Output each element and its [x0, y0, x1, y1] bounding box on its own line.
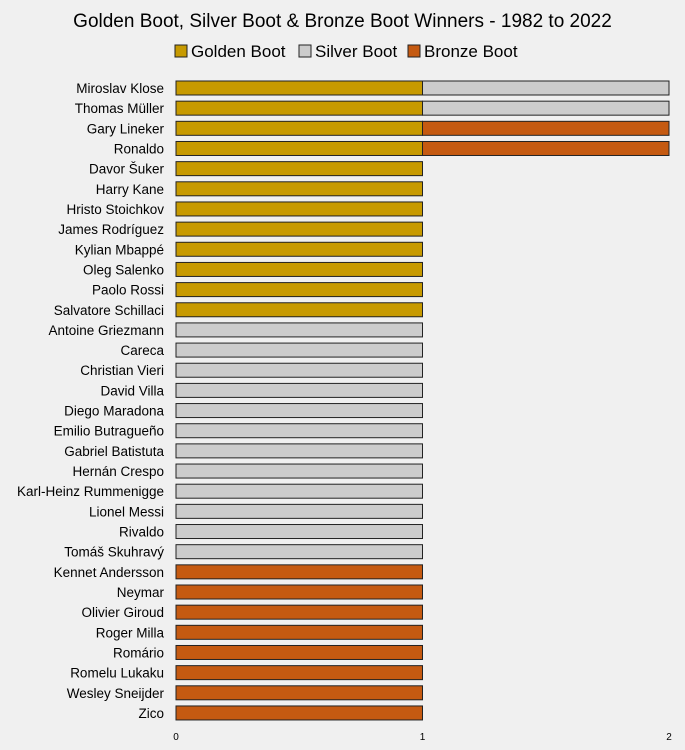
bar-silver-boot-rivaldo: [175, 524, 423, 540]
bar-silver-boot-david-villa: [175, 382, 423, 398]
bar-golden-boot-harry-kane: [175, 181, 423, 197]
bar-golden-boot-james-rodriguez: [175, 221, 423, 237]
category-label: Romelu Lukaku: [70, 666, 164, 681]
category-label: Romário: [113, 645, 164, 660]
legend-swatch-silver-boot: [298, 44, 312, 58]
bar-bronze-boot-wesley-sneijder: [175, 685, 423, 701]
category-label: Ronaldo: [114, 141, 164, 156]
bar-silver-boot-lionel-messi: [175, 503, 423, 519]
bars: [175, 80, 670, 721]
category-label: Tomáš Skuhravý: [64, 545, 164, 560]
category-label: Rivaldo: [119, 525, 164, 540]
x-axis: 0 1 2: [173, 732, 672, 743]
category-label: Emilio Butragueño: [54, 424, 164, 439]
category-label: Hristo Stoichkov: [66, 202, 164, 217]
bar-silver-boot-careca: [175, 342, 423, 358]
category-label: Miroslav Klose: [76, 81, 164, 96]
legend-label-bronze-boot: Bronze Boot: [424, 42, 518, 61]
category-label: Thomas Müller: [75, 101, 165, 116]
bar-silver-boot-emilio-butragueno: [175, 423, 423, 439]
category-label: Diego Maradona: [64, 404, 164, 419]
category-label: Salvatore Schillaci: [54, 303, 164, 318]
bar-golden-boot-salvatore-schillaci: [175, 302, 423, 318]
bar-silver-boot-thomas-muller: [422, 100, 670, 116]
category-label: Christian Vieri: [80, 363, 164, 378]
bar-silver-boot-diego-maradona: [175, 403, 423, 419]
category-label: Kylian Mbappé: [75, 242, 164, 257]
bar-silver-boot-hernan-crespo: [175, 463, 423, 479]
bar-silver-boot-miroslav-klose: [422, 80, 670, 96]
bar-golden-boot-kylian-mbappe: [175, 241, 423, 257]
bar-bronze-boot-gary-lineker: [422, 120, 670, 136]
bar-golden-boot-davor-suker: [175, 161, 423, 177]
category-label: Gary Lineker: [87, 121, 165, 136]
bar-golden-boot-thomas-muller: [175, 100, 423, 116]
bar-golden-boot-ronaldo: [175, 140, 423, 156]
category-label: Lionel Messi: [89, 504, 164, 519]
x-tick-label: 2: [666, 732, 672, 743]
category-label: Neymar: [117, 585, 165, 600]
bar-bronze-boot-zico: [175, 705, 423, 721]
bar-golden-boot-oleg-salenko: [175, 261, 423, 277]
category-label: Wesley Sneijder: [67, 686, 165, 701]
bar-silver-boot-karl-heinz-rummenigge: [175, 483, 423, 499]
bar-golden-boot-hristo-stoichkov: [175, 201, 423, 217]
bar-golden-boot-gary-lineker: [175, 120, 423, 136]
category-label: David Villa: [100, 383, 164, 398]
legend-label-silver-boot: Silver Boot: [315, 42, 397, 61]
category-label: Zico: [138, 706, 164, 721]
category-label: Kennet Andersson: [54, 565, 164, 580]
x-tick-label: 1: [420, 732, 426, 743]
bar-bronze-boot-olivier-giroud: [175, 604, 423, 620]
bar-bronze-boot-romario: [175, 644, 423, 660]
bar-bronze-boot-ronaldo: [422, 140, 670, 156]
legend-label-golden-boot: Golden Boot: [191, 42, 286, 61]
category-labels: Miroslav Klose Thomas Müller Gary Lineker R…: [17, 81, 165, 721]
bar-bronze-boot-romelu-lukaku: [175, 665, 423, 681]
category-label: Paolo Rossi: [92, 283, 164, 298]
bar-golden-boot-paolo-rossi: [175, 282, 423, 298]
legend: Golden Boot Silver Boot Bronze Boot: [174, 42, 518, 61]
legend-swatch-golden-boot: [174, 44, 188, 58]
bar-golden-boot-miroslav-klose: [175, 80, 423, 96]
bar-bronze-boot-neymar: [175, 584, 423, 600]
chart-title: Golden Boot, Silver Boot & Bronze Boot W…: [73, 11, 612, 32]
category-label: Gabriel Batistuta: [64, 444, 164, 459]
category-label: Olivier Giroud: [81, 605, 164, 620]
bar-silver-boot-gabriel-batistuta: [175, 443, 423, 459]
category-label: Harry Kane: [96, 182, 164, 197]
x-tick-label: 0: [173, 732, 179, 743]
bar-silver-boot-christian-vieri: [175, 362, 423, 378]
bar-bronze-boot-kennet-andersson: [175, 564, 423, 580]
category-label: Careca: [120, 343, 164, 358]
category-label: Roger Milla: [96, 625, 165, 640]
category-label: Karl-Heinz Rummenigge: [17, 484, 164, 499]
bar-silver-boot-antoine-griezmann: [175, 322, 423, 338]
bar-silver-boot-tomas-skuhravy: [175, 544, 423, 560]
category-label: Antoine Griezmann: [48, 323, 164, 338]
category-label: Davor Šuker: [89, 162, 165, 177]
category-label: Hernán Crespo: [72, 464, 164, 479]
category-label: James Rodríguez: [58, 222, 164, 237]
category-label: Oleg Salenko: [83, 262, 164, 277]
bar-bronze-boot-roger-milla: [175, 624, 423, 640]
legend-swatch-bronze-boot: [407, 44, 421, 58]
